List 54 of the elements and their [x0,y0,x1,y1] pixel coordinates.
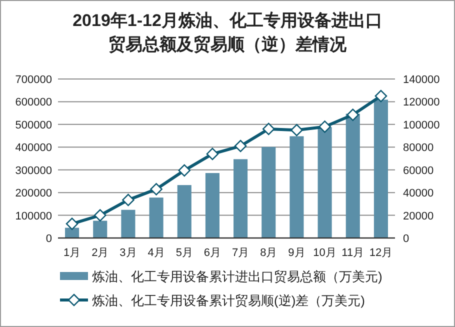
x-tick-label: 9月 [288,247,306,259]
bar [121,210,136,238]
point [290,124,303,136]
bar [234,159,248,238]
legend-label: 炼油、化工专用设备累计贸易顺(逆)差（万美元) [92,293,365,308]
x-tick-label: 12月 [369,247,393,259]
x-tick-label: 6月 [204,247,222,259]
y-tick-label: 400000 [15,142,52,154]
point [122,194,134,206]
x-tick-label: 7月 [232,247,250,259]
x-tick-label: 1月 [63,247,81,259]
y2-tick-label: 60000 [403,164,434,177]
x-tick-label: 3月 [120,247,137,259]
point [150,183,162,196]
y-tick-label: 600000 [15,96,52,109]
y2-tick-label: 120000 [403,96,440,109]
bar [346,114,360,238]
point [374,90,388,102]
x-tick-label: 10月 [313,247,336,259]
y-tick-label: 100000 [15,210,52,222]
point [346,108,360,121]
point [94,209,106,222]
y2-tick-label: 20000 [403,210,434,222]
y2-tick-label: 140000 [403,74,440,86]
x-tick-label: 5月 [176,247,193,259]
point [234,140,247,152]
bar [262,146,276,238]
point [206,148,219,160]
bar [205,173,220,238]
y-tick-label: 0 [46,233,52,245]
legend-label: 炼油、化工专用设备累计进出口贸易总额（万美元) [92,269,382,284]
bar [149,198,164,238]
point [318,120,331,133]
point [178,164,191,177]
title: 2019年1-12月炼油、化工专用设备进出口贸易总额及贸易顺（逆）差情况 [72,11,382,54]
y2-tick-label: 80000 [403,142,434,154]
x-tick-label: 8月 [260,247,278,259]
point [262,122,275,136]
bar [318,127,332,238]
y-tick-label: 300000 [15,164,52,177]
bar [374,100,388,238]
bar [177,185,192,238]
bar [290,136,304,238]
y2-tick-label: 0 [403,233,410,245]
y-tick-label: 700000 [15,74,52,86]
x-tick-label: 4月 [148,247,165,259]
bar [93,220,108,238]
x-tick-label: 2月 [92,247,109,259]
point [66,218,78,230]
x-tick-label: 11月 [342,247,364,259]
y-tick-label: 200000 [15,188,52,200]
y2-tick-label: 40000 [403,188,434,200]
y2-tick-label: 100000 [403,119,440,132]
y-tick-label: 500000 [15,119,52,132]
